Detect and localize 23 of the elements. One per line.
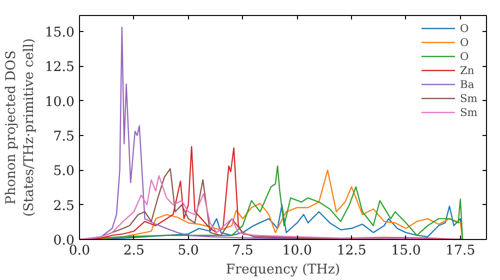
y-tick-label: 12.5 — [44, 60, 75, 76]
legend-label: Sm — [460, 91, 478, 105]
legend-label: O — [460, 35, 470, 49]
x-tick-label: 12.5 — [336, 244, 366, 258]
y-tick-label: 10.0 — [44, 94, 75, 110]
legend-label: O — [460, 49, 470, 63]
x-tick-label: 10.0 — [282, 244, 312, 258]
y-tick-label: 7.5 — [53, 129, 75, 144]
x-tick-label: 15.0 — [391, 244, 421, 258]
x-axis-title: Frequency (THz) — [226, 262, 340, 278]
x-tick-label: 17.5 — [446, 244, 476, 258]
y-tick-label: 2.5 — [53, 198, 75, 214]
y-tick-label: 5.0 — [53, 164, 75, 180]
legend-label: Zn — [460, 63, 476, 77]
legend-label: O — [460, 21, 470, 35]
x-tick-label: 0.0 — [68, 244, 90, 258]
y-tick-label: 15.0 — [44, 25, 75, 40]
x-tick-label: 2.5 — [123, 244, 145, 258]
x-tick-label: 7.5 — [232, 244, 254, 258]
x-tick-label: 5.0 — [178, 244, 199, 258]
legend-label: Ba — [460, 77, 476, 91]
legend-label: Sm — [460, 105, 478, 119]
y-axis-title: Phonon projected DOS (States/THz·primitive cell) — [4, 38, 37, 217]
